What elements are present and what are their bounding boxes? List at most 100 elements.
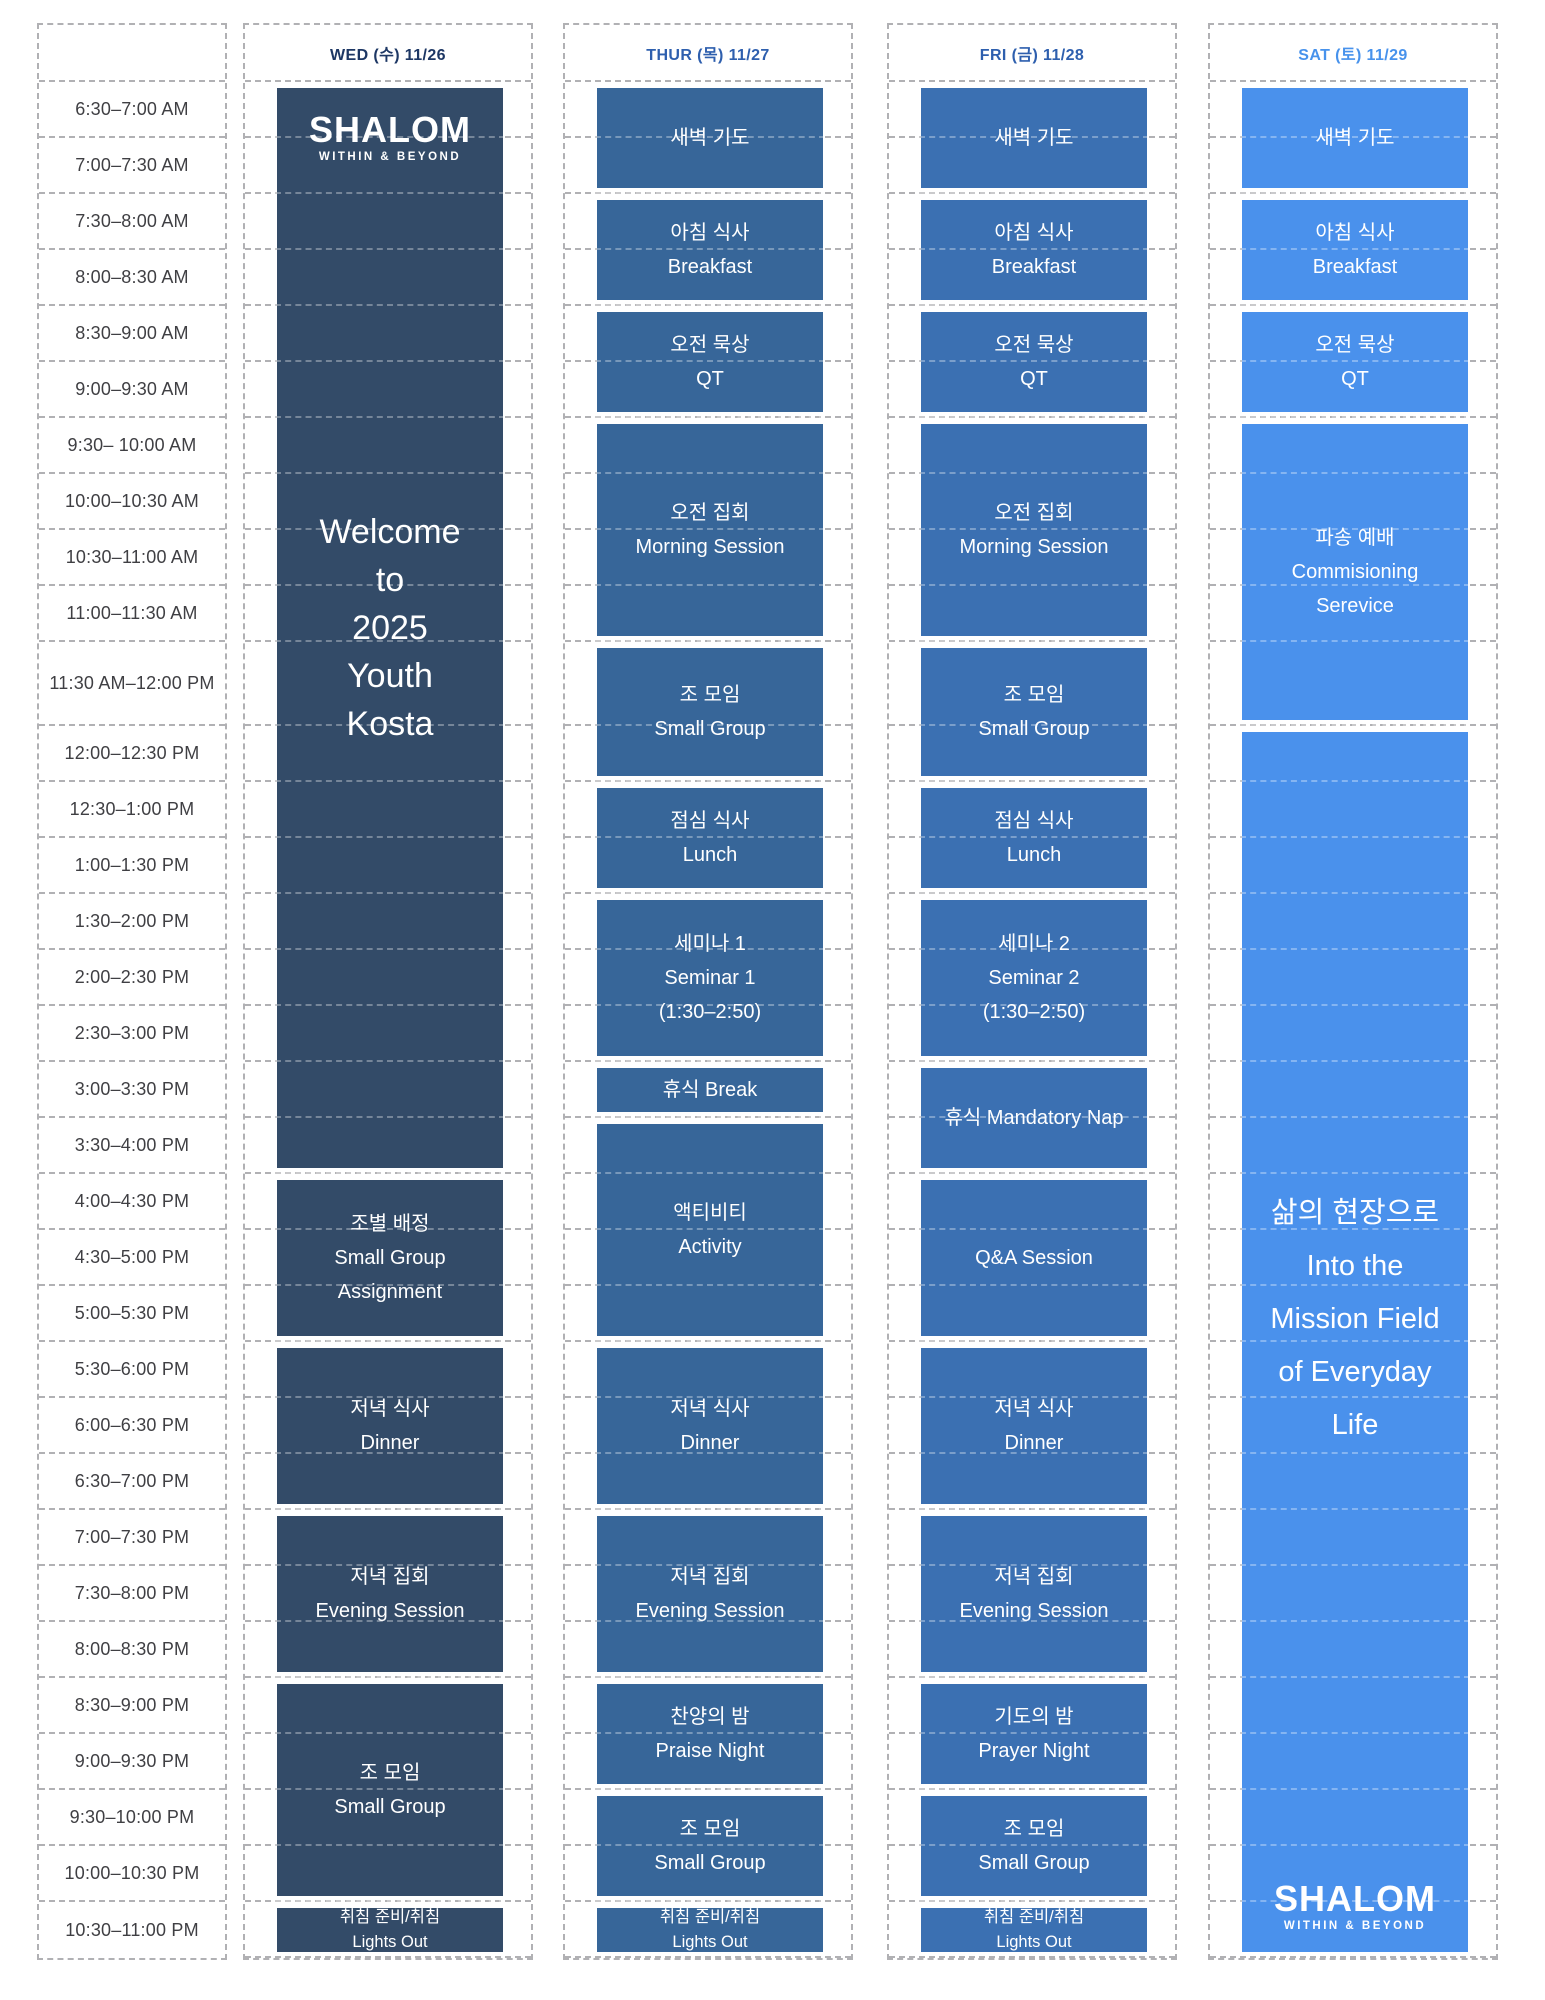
grid-row bbox=[1210, 642, 1496, 726]
block-text-line: QT bbox=[1341, 368, 1369, 390]
grid-row bbox=[889, 250, 1175, 306]
schedule-block-lunch: 점심 식사 Lunch bbox=[597, 788, 823, 888]
block-text-line: 저녁 집회 bbox=[350, 1566, 430, 1588]
schedule-block-dinner: 저녁 식사 Dinner bbox=[277, 1348, 503, 1504]
time-slot-label: 5:00–5:30 PM bbox=[74, 1302, 190, 1323]
grid-row bbox=[565, 726, 851, 782]
block-text-line: Dinner bbox=[1004, 1432, 1064, 1454]
schedule-block-breakfast: 아침 식사 Breakfast bbox=[1242, 200, 1468, 300]
block-text-line: 저녁 집회 bbox=[670, 1566, 750, 1588]
time-slot-label: 7:00–7:30 PM bbox=[74, 1526, 190, 1547]
block-text-line: 아침 식사 bbox=[1315, 222, 1395, 244]
time-slot-label: 4:00–4:30 PM bbox=[74, 1190, 190, 1211]
time-slot-label: 4:30–5:00 PM bbox=[74, 1246, 190, 1267]
time-row: 9:30– 10:00 AM bbox=[39, 418, 225, 474]
time-column-rows: 6:30–7:00 AM 7:00–7:30 AM 7:30–8:00 AM 8:00… bbox=[39, 82, 225, 1958]
time-slot-label: 8:30–9:00 PM bbox=[74, 1694, 190, 1715]
grid-row bbox=[889, 1902, 1175, 1958]
block-text-line: 오전 묵상 bbox=[994, 334, 1074, 356]
time-row: 10:30–11:00 AM bbox=[39, 530, 225, 586]
time-slot-label: 7:30–8:00 PM bbox=[74, 1582, 190, 1603]
time-row: 3:00–3:30 PM bbox=[39, 1062, 225, 1118]
schedule-block-lunch: 점심 식사 Lunch bbox=[921, 788, 1147, 888]
schedule-block-activity: 액티비티 Activity bbox=[597, 1124, 823, 1336]
schedule-block-small-group: 조 모임 Small Group bbox=[597, 648, 823, 776]
grid-row bbox=[889, 1118, 1175, 1174]
block-text-line: Small Group bbox=[654, 718, 766, 740]
block-text-line: 조 모임 bbox=[359, 1762, 421, 1784]
time-row: 7:30–8:00 AM bbox=[39, 194, 225, 250]
time-row: 1:00–1:30 PM bbox=[39, 838, 225, 894]
time-row: 7:30–8:00 PM bbox=[39, 1566, 225, 1622]
grid-row bbox=[1210, 1902, 1496, 1958]
block-text-line: 조 모임 bbox=[1003, 1818, 1065, 1840]
block-text-line: 저녁 집회 bbox=[994, 1566, 1074, 1588]
block-text-line: Life bbox=[1331, 1408, 1379, 1441]
time-slot-label: 12:30–1:00 PM bbox=[69, 798, 195, 819]
schedule-block-prayer-night: 기도의 밤 Prayer Night bbox=[921, 1684, 1147, 1784]
grid-row bbox=[565, 1454, 851, 1510]
block-text-line: 아침 식사 bbox=[670, 222, 750, 244]
block-text-line: Lunch bbox=[1006, 844, 1062, 866]
schedule-block-small-group: 조 모임 Small Group bbox=[277, 1684, 503, 1896]
grid-row bbox=[889, 1006, 1175, 1062]
schedule-block-qt: 오전 묵상 QT bbox=[1242, 312, 1468, 412]
block-text-line: Seminar 1 bbox=[664, 967, 756, 989]
grid-row bbox=[889, 726, 1175, 782]
schedule-block-lights-out: 취침 준비/취침 Lights Out bbox=[921, 1908, 1147, 1952]
day-header-thur: THUR (목) 11/27 bbox=[565, 25, 851, 82]
grid-row bbox=[245, 1118, 531, 1174]
block-text-line: QT bbox=[696, 368, 724, 390]
grid-row bbox=[889, 586, 1175, 642]
block-text-line: Morning Session bbox=[959, 536, 1109, 558]
grid-row bbox=[889, 138, 1175, 194]
block-text-line: 저녁 식사 bbox=[994, 1398, 1074, 1420]
block-text-line: Lights Out bbox=[352, 1933, 428, 1951]
time-slot-label: 9:30– 10:00 AM bbox=[67, 434, 197, 455]
block-text-line: 액티비티 bbox=[673, 1202, 747, 1224]
block-text-line: Small Group bbox=[978, 718, 1090, 740]
time-row: 9:30–10:00 PM bbox=[39, 1790, 225, 1846]
block-text-line: Youth bbox=[347, 657, 433, 695]
grid-row bbox=[565, 1846, 851, 1902]
block-text-line: 취침 준비/취침 bbox=[659, 1908, 761, 1926]
time-row: 11:30 AM–12:00 PM bbox=[39, 642, 225, 726]
time-slot-label: 10:30–11:00 AM bbox=[65, 546, 199, 567]
time-row: 6:30–7:00 PM bbox=[39, 1454, 225, 1510]
block-text-line: Into the bbox=[1306, 1249, 1404, 1282]
day-column-thur: THUR (목) 11/27 새벽 기도 아침 식사 Breakfast 오전 묵상 Q… bbox=[563, 23, 853, 1960]
time-slot-label: 8:30–9:00 AM bbox=[75, 322, 189, 343]
time-row: 6:00–6:30 PM bbox=[39, 1398, 225, 1454]
block-text-line: 세미나 1 bbox=[674, 933, 746, 955]
schedule-block-qt: 오전 묵상 QT bbox=[921, 312, 1147, 412]
time-row: 1:30–2:00 PM bbox=[39, 894, 225, 950]
grid-row bbox=[565, 1286, 851, 1342]
time-row: 6:30–7:00 AM bbox=[39, 82, 225, 138]
schedule-block-life: SHALOM WITHIN & BEYOND 삶의 현장으로 Into the Miss… bbox=[1242, 732, 1468, 1952]
block-text-line: Dinner bbox=[680, 1432, 740, 1454]
schedule-block-evening-session: 저녁 집회 Evening Session bbox=[921, 1516, 1147, 1672]
time-row: 8:30–9:00 AM bbox=[39, 306, 225, 362]
block-text-line: Evening Session bbox=[635, 1600, 785, 1622]
block-text-line: 새벽 기도 bbox=[994, 127, 1074, 149]
time-row: 4:00–4:30 PM bbox=[39, 1174, 225, 1230]
block-text-line: 조별 배정 bbox=[350, 1213, 430, 1235]
shalom-logo-title: SHALOM bbox=[1274, 1878, 1436, 1919]
grid-row bbox=[889, 1846, 1175, 1902]
grid-row bbox=[889, 1734, 1175, 1790]
time-row: 10:00–10:30 PM bbox=[39, 1846, 225, 1902]
grid-row bbox=[889, 838, 1175, 894]
time-slot-label: 6:30–7:00 AM bbox=[75, 98, 189, 119]
block-text-line: Lights Out bbox=[996, 1933, 1072, 1951]
block-text-line: Praise Night bbox=[655, 1740, 765, 1762]
schedule-block-praise-night: 찬양의 밤 Praise Night bbox=[597, 1684, 823, 1784]
block-text-line: 점심 식사 bbox=[670, 810, 750, 832]
time-row: 8:00–8:30 PM bbox=[39, 1622, 225, 1678]
block-text-line: Small Group bbox=[334, 1247, 446, 1269]
time-row: 10:30–11:00 PM bbox=[39, 1902, 225, 1958]
schedule-block-serevice: 파송 예배 Commisioning Serevice bbox=[1242, 424, 1468, 720]
day-body-fri: 새벽 기도 아침 식사 Breakfast 오전 묵상 QT 오전 집회 Morning S… bbox=[889, 82, 1175, 1958]
grid-row bbox=[1210, 250, 1496, 306]
schedule-block-seminar-1: 세미나 1 Seminar 1 (1:30–2:50) bbox=[597, 900, 823, 1056]
schedule-block-dinner: 저녁 식사 Dinner bbox=[921, 1348, 1147, 1504]
